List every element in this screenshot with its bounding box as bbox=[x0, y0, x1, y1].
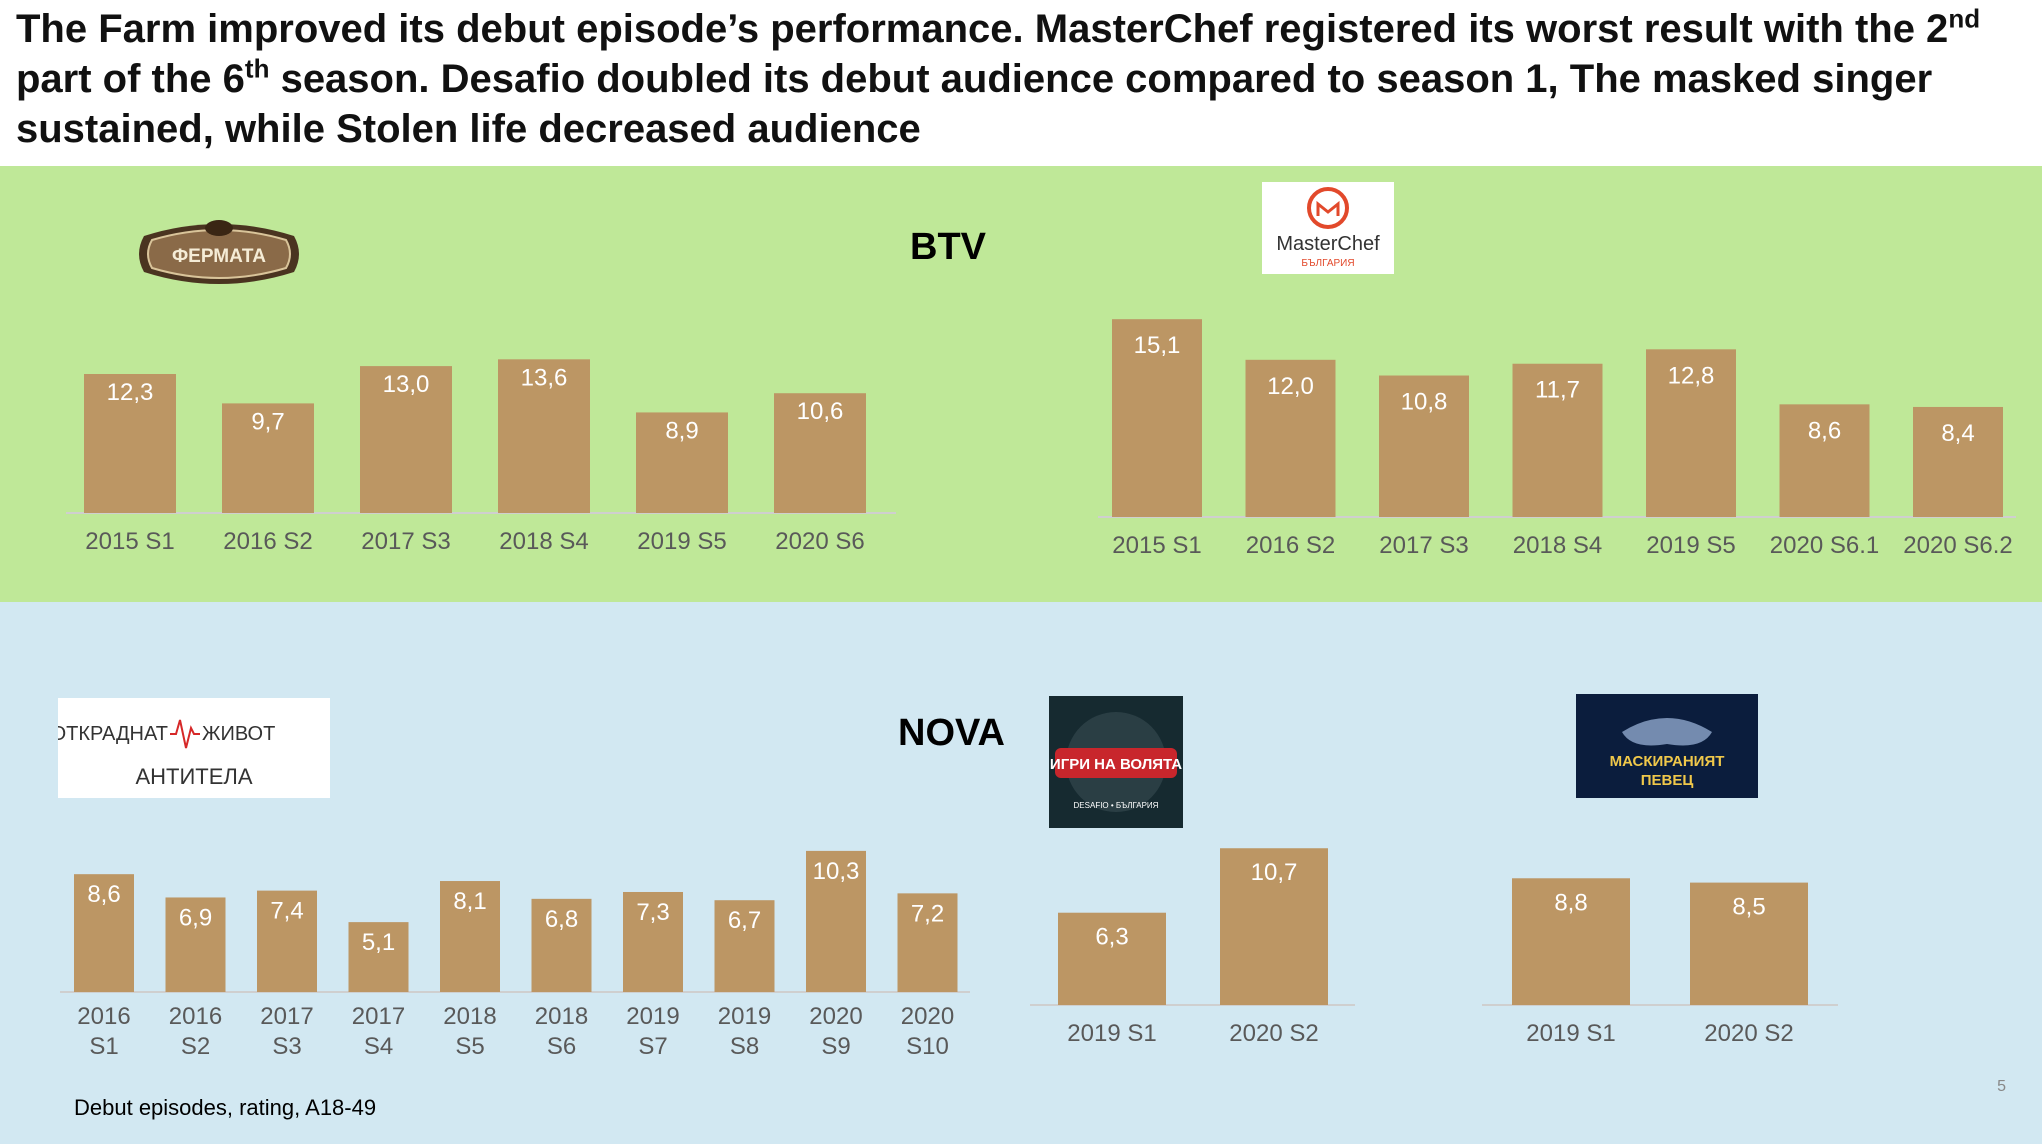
data-label: 12,0 bbox=[1267, 373, 1314, 400]
title-sup-1: nd bbox=[1948, 4, 1980, 34]
tick-label: 2020 S10 bbox=[901, 1003, 954, 1060]
data-label: 12,3 bbox=[107, 379, 154, 406]
tick-label: 2016 S1 bbox=[77, 1003, 130, 1060]
tick-label: 2017 S3 bbox=[260, 1003, 313, 1060]
data-label: 8,8 bbox=[1554, 889, 1587, 916]
footnote: Debut episodes, rating, A18-49 bbox=[74, 1095, 376, 1121]
tick-label: 2020 S9 bbox=[809, 1003, 862, 1060]
nova-label: NOVA bbox=[898, 712, 1005, 755]
masked-singer-logo: МАСКИРАНИЯТ ПЕВЕЦ bbox=[1576, 694, 1758, 798]
tick-label: 2020 S6 bbox=[775, 528, 864, 555]
masterchef-bar-chart: 15,1 2015 S1 12,0 2016 S2 10,8 2017 S3 11,7 201… bbox=[1098, 228, 2018, 574]
data-label: 10,7 bbox=[1251, 859, 1298, 886]
desafio-logo-name: ИГРИ НА ВОЛЯТА bbox=[1050, 756, 1182, 773]
title-text-1: The Farm improved its debut episode’s pe… bbox=[16, 7, 1948, 51]
farm-bar-chart: 12,3 2015 S1 9,7 2016 S2 13,0 2017 S3 13,6 2018… bbox=[66, 260, 906, 570]
tick-label: 2017 S3 bbox=[361, 528, 450, 555]
tick-label: 2020 S6.2 bbox=[1903, 532, 2012, 559]
data-label: 7,3 bbox=[636, 899, 669, 926]
tick-label: 2016 S2 bbox=[1246, 532, 1335, 559]
tick-label: 2018 S4 bbox=[1513, 532, 1602, 559]
tick-label: 2020 S2 bbox=[1229, 1020, 1318, 1047]
tick-label: 2018 S4 bbox=[499, 528, 588, 555]
desafio-logo-sub: DESAFIO • БЪЛГАРИЯ bbox=[1074, 801, 1159, 810]
data-label: 8,4 bbox=[1941, 420, 1974, 447]
data-label: 15,1 bbox=[1134, 332, 1181, 359]
data-label: 10,6 bbox=[797, 398, 844, 425]
title-text-2: part of the 6 bbox=[16, 57, 245, 101]
data-label: 8,1 bbox=[453, 888, 486, 915]
tick-label: 2018 S6 bbox=[535, 1003, 588, 1060]
data-label: 13,0 bbox=[383, 371, 430, 398]
btv-label: BTV bbox=[910, 226, 986, 269]
data-label: 7,2 bbox=[911, 900, 944, 927]
data-label: 7,4 bbox=[270, 898, 303, 925]
data-label: 8,6 bbox=[87, 881, 120, 908]
tick-label: 2019 S1 bbox=[1067, 1020, 1156, 1047]
data-label: 6,7 bbox=[728, 907, 761, 934]
data-label: 8,6 bbox=[1808, 417, 1841, 444]
tick-label: 2019 S1 bbox=[1526, 1020, 1615, 1047]
tick-label: 2015 S1 bbox=[1112, 532, 1201, 559]
data-label: 10,3 bbox=[813, 858, 860, 885]
tick-label: 2019 S5 bbox=[1646, 532, 1735, 559]
data-label: 6,3 bbox=[1095, 924, 1128, 951]
data-label: 13,6 bbox=[521, 364, 568, 391]
desafio-bar-chart: 6,3 2019 S1 10,7 2020 S2 bbox=[1030, 818, 1360, 1058]
data-label: 8,5 bbox=[1732, 894, 1765, 921]
tick-label: 2016 S2 bbox=[223, 528, 312, 555]
data-label: 6,8 bbox=[545, 906, 578, 933]
stolen-life-logo-subtitle: АНТИТЕЛА bbox=[135, 764, 252, 789]
masked-singer-logo-line-1: МАСКИРАНИЯТ bbox=[1610, 753, 1725, 770]
title-text-3: season. Desafio doubled its debut audien… bbox=[16, 57, 1932, 151]
tick-label: 2015 S1 bbox=[85, 528, 174, 555]
stolen-life-logo-word-2: ЖИВОТ bbox=[202, 723, 275, 745]
tick-label: 2019 S7 bbox=[626, 1003, 679, 1060]
tick-label: 2018 S5 bbox=[443, 1003, 496, 1060]
data-label: 11,7 bbox=[1535, 377, 1580, 404]
tick-label: 2019 S5 bbox=[637, 528, 726, 555]
data-label: 9,7 bbox=[251, 408, 284, 435]
tick-label: 2017 S4 bbox=[352, 1003, 405, 1060]
stolen-life-bar-chart: 8,6 2016 S1 6,9 2016 S2 7,4 2017 S3 5,1 2017 S4 8,1 2… bbox=[60, 810, 970, 1080]
masked-singer-bar-chart: 8,8 2019 S1 8,5 2020 S2 bbox=[1482, 846, 1842, 1056]
tick-label: 2019 S8 bbox=[718, 1003, 771, 1060]
data-label: 10,8 bbox=[1401, 389, 1448, 416]
tick-label: 2016 S2 bbox=[169, 1003, 222, 1060]
tick-label: 2020 S6.1 bbox=[1770, 532, 1879, 559]
stolen-life-logo: ОТКРАДНАТ ЖИВОТ АНТИТЕЛА bbox=[58, 698, 330, 798]
data-label: 5,1 bbox=[362, 929, 395, 956]
tick-label: 2017 S3 bbox=[1379, 532, 1468, 559]
title-sup-2: th bbox=[245, 54, 270, 84]
data-label: 12,8 bbox=[1668, 362, 1715, 389]
desafio-logo: ИГРИ НА ВОЛЯТА DESAFIO • БЪЛГАРИЯ bbox=[1049, 696, 1183, 828]
page-number: 5 bbox=[1997, 1078, 2006, 1096]
page-title: The Farm improved its debut episode’s pe… bbox=[16, 4, 2016, 154]
stolen-life-logo-word-1: ОТКРАДНАТ bbox=[58, 723, 168, 745]
tick-label: 2020 S2 bbox=[1704, 1020, 1793, 1047]
data-label: 6,9 bbox=[179, 904, 212, 931]
masked-singer-logo-line-2: ПЕВЕЦ bbox=[1641, 772, 1694, 789]
data-label: 8,9 bbox=[665, 417, 698, 444]
